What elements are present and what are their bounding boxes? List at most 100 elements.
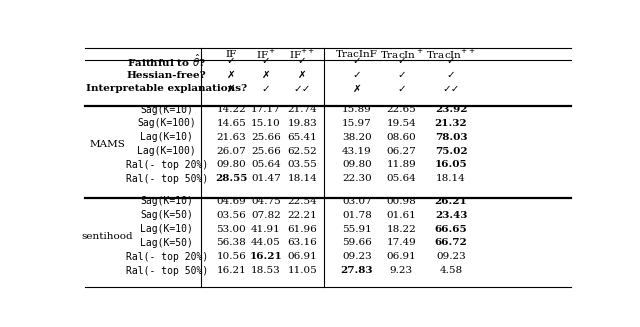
Text: 16.21: 16.21 [250, 252, 282, 261]
Text: MAMS: MAMS [90, 140, 125, 149]
Text: 01.47: 01.47 [251, 174, 281, 183]
Text: ✓: ✓ [353, 56, 361, 66]
Text: 21.74: 21.74 [287, 105, 317, 114]
Text: 04.75: 04.75 [251, 197, 281, 206]
Text: Lag(K=100): Lag(K=100) [138, 146, 196, 156]
Text: ✗: ✗ [227, 84, 236, 94]
Text: 66.65: 66.65 [435, 225, 467, 233]
Text: 25.66: 25.66 [251, 133, 281, 142]
Text: ✗: ✗ [298, 70, 307, 80]
Text: 21.32: 21.32 [435, 119, 467, 128]
Text: 14.22: 14.22 [216, 105, 246, 114]
Text: IF$^+$: IF$^+$ [256, 48, 276, 61]
Text: 26.21: 26.21 [435, 197, 467, 206]
Text: 22.65: 22.65 [387, 105, 416, 114]
Text: Sag(K=100): Sag(K=100) [138, 118, 196, 129]
Text: 09.23: 09.23 [436, 252, 466, 261]
Text: 18.53: 18.53 [251, 266, 281, 275]
Text: 22.30: 22.30 [342, 174, 372, 183]
Text: 23.43: 23.43 [435, 211, 467, 220]
Text: sentihood: sentihood [81, 232, 133, 241]
Text: ✓✓: ✓✓ [442, 84, 460, 94]
Text: 28.55: 28.55 [215, 174, 248, 183]
Text: 14.65: 14.65 [216, 119, 246, 128]
Text: 01.78: 01.78 [342, 211, 372, 220]
Text: 15.97: 15.97 [342, 119, 372, 128]
Text: 27.83: 27.83 [340, 266, 373, 275]
Text: 43.19: 43.19 [342, 146, 372, 156]
Text: 59.66: 59.66 [342, 238, 372, 248]
Text: Lag(K=10): Lag(K=10) [140, 224, 193, 234]
Text: 11.89: 11.89 [387, 160, 416, 169]
Text: TracIn$^+$: TracIn$^+$ [380, 48, 423, 61]
Text: 23.92: 23.92 [435, 105, 467, 114]
Text: 53.00: 53.00 [216, 225, 246, 233]
Text: 65.41: 65.41 [287, 133, 317, 142]
Text: Ral(- top 20%): Ral(- top 20%) [125, 160, 208, 170]
Text: 15.10: 15.10 [251, 119, 281, 128]
Text: 63.16: 63.16 [287, 238, 317, 248]
Text: 15.89: 15.89 [342, 105, 372, 114]
Text: 06.27: 06.27 [387, 146, 416, 156]
Text: 01.61: 01.61 [387, 211, 416, 220]
Text: TracIn$^{++}$: TracIn$^{++}$ [426, 48, 476, 61]
Text: 05.64: 05.64 [251, 160, 281, 169]
Text: 03.55: 03.55 [287, 160, 317, 169]
Text: Faithful to $\hat{\theta}$?: Faithful to $\hat{\theta}$? [127, 53, 207, 69]
Text: Hessian-free?: Hessian-free? [127, 71, 207, 79]
Text: 9.23: 9.23 [390, 266, 413, 275]
Text: ✓: ✓ [447, 70, 456, 80]
Text: ✗: ✗ [262, 70, 270, 80]
Text: 61.96: 61.96 [287, 225, 317, 233]
Text: 26.07: 26.07 [216, 146, 246, 156]
Text: ✓: ✓ [447, 56, 456, 66]
Text: 08.60: 08.60 [387, 133, 416, 142]
Text: 05.64: 05.64 [387, 174, 416, 183]
Text: ✓: ✓ [353, 70, 361, 80]
Text: ✓: ✓ [397, 70, 406, 80]
Text: 03.56: 03.56 [216, 211, 246, 220]
Text: 56.38: 56.38 [216, 238, 246, 248]
Text: 17.49: 17.49 [387, 238, 416, 248]
Text: Ral(- top 20%): Ral(- top 20%) [125, 252, 208, 262]
Text: 09.80: 09.80 [342, 160, 372, 169]
Text: IF$^{++}$: IF$^{++}$ [289, 48, 316, 61]
Text: 11.05: 11.05 [287, 266, 317, 275]
Text: TracInF: TracInF [336, 50, 378, 59]
Text: ✓✓: ✓✓ [294, 84, 311, 94]
Text: ✓: ✓ [227, 56, 236, 66]
Text: 18.22: 18.22 [387, 225, 416, 233]
Text: Ral(- top 50%): Ral(- top 50%) [125, 266, 208, 276]
Text: 4.58: 4.58 [440, 266, 463, 275]
Text: Lag(K=50): Lag(K=50) [140, 238, 193, 248]
Text: ✗: ✗ [353, 84, 361, 94]
Text: 16.05: 16.05 [435, 160, 467, 169]
Text: 09.80: 09.80 [216, 160, 246, 169]
Text: Ral(- top 50%): Ral(- top 50%) [125, 174, 208, 184]
Text: ✓: ✓ [397, 84, 406, 94]
Text: IF: IF [226, 50, 237, 59]
Text: Sag(K=10): Sag(K=10) [140, 197, 193, 206]
Text: ✓: ✓ [298, 56, 307, 66]
Text: Interpretable explanations?: Interpretable explanations? [86, 84, 248, 94]
Text: 22.21: 22.21 [287, 211, 317, 220]
Text: 18.14: 18.14 [287, 174, 317, 183]
Text: 03.07: 03.07 [342, 197, 372, 206]
Text: 04.69: 04.69 [216, 197, 246, 206]
Text: ✓: ✓ [262, 56, 270, 66]
Text: 17.17: 17.17 [251, 105, 281, 114]
Text: ✓: ✓ [262, 84, 270, 94]
Text: 22.54: 22.54 [287, 197, 317, 206]
Text: 75.02: 75.02 [435, 146, 467, 156]
Text: 25.66: 25.66 [251, 146, 281, 156]
Text: 09.23: 09.23 [342, 252, 372, 261]
Text: 66.72: 66.72 [435, 238, 467, 248]
Text: 21.63: 21.63 [216, 133, 246, 142]
Text: 19.83: 19.83 [287, 119, 317, 128]
Text: 10.56: 10.56 [216, 252, 246, 261]
Text: 06.91: 06.91 [287, 252, 317, 261]
Text: 16.21: 16.21 [216, 266, 246, 275]
Text: 78.03: 78.03 [435, 133, 467, 142]
Text: 19.54: 19.54 [387, 119, 416, 128]
Text: 00.98: 00.98 [387, 197, 416, 206]
